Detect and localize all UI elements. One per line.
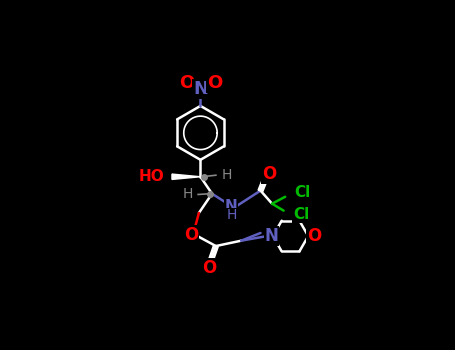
Text: O: O — [307, 227, 322, 245]
Text: H: H — [227, 208, 237, 222]
Text: N: N — [264, 227, 278, 245]
Text: Cl: Cl — [293, 207, 309, 222]
Text: H: H — [222, 168, 233, 182]
Text: O: O — [207, 74, 222, 92]
Text: N: N — [225, 198, 238, 214]
Text: O: O — [179, 74, 194, 92]
Text: H: H — [182, 188, 193, 202]
Text: HO: HO — [138, 169, 164, 184]
Text: O: O — [262, 166, 276, 183]
Polygon shape — [172, 174, 201, 180]
Text: Cl: Cl — [294, 186, 311, 201]
Text: N: N — [193, 80, 208, 98]
Text: O: O — [184, 225, 198, 244]
Text: O: O — [202, 259, 216, 276]
